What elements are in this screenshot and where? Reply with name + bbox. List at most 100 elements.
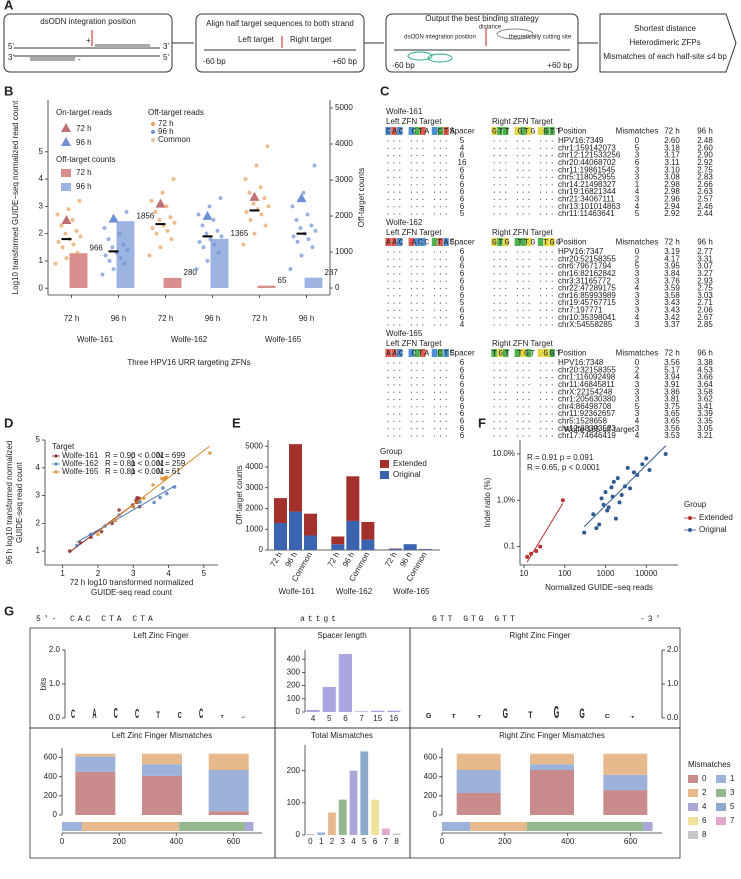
base-box (491, 127, 497, 135)
dot (399, 377, 401, 379)
cell: chr14:21498327 (558, 180, 616, 189)
point (291, 234, 296, 239)
group-label: Wolfe-162 (336, 587, 373, 596)
dot (387, 391, 389, 393)
legend-key (54, 470, 58, 474)
dot (493, 362, 495, 364)
base-box (391, 127, 397, 135)
dot (551, 266, 553, 268)
dot (410, 162, 412, 164)
panel-title: Spacer length (317, 631, 366, 640)
cell: chr16:82162842 (558, 269, 616, 278)
dot (505, 413, 507, 415)
cell: 5.17 (664, 365, 680, 374)
dot (393, 140, 395, 142)
base-box (408, 127, 414, 135)
point (294, 218, 299, 222)
dot (493, 398, 495, 401)
dot (393, 258, 395, 260)
dot (528, 258, 530, 260)
dot (399, 176, 401, 179)
dot (522, 309, 524, 311)
cell: 3 (635, 298, 640, 307)
point (204, 231, 209, 236)
legend-title: On-target reads (56, 108, 112, 117)
dot (499, 251, 501, 253)
dot (410, 428, 412, 430)
point (107, 258, 112, 263)
dot (399, 287, 401, 290)
dot (393, 287, 395, 290)
dot (410, 295, 412, 297)
dot (499, 413, 501, 415)
logo-letter: G (426, 713, 432, 720)
point (313, 228, 318, 233)
dot (393, 384, 395, 386)
logo-letter: C (242, 717, 246, 719)
bar-label: 65 (278, 276, 287, 285)
dot (516, 391, 519, 393)
dot (393, 324, 395, 326)
stat: p < 0.001 (131, 467, 165, 476)
dot (393, 162, 395, 164)
dot (410, 369, 412, 371)
column-header: 96 h (697, 238, 713, 247)
point (625, 465, 630, 470)
dot (387, 420, 389, 422)
point (103, 253, 108, 258)
cell: 1 (635, 180, 640, 189)
cell: 3.81 (664, 395, 680, 404)
dot (439, 309, 441, 311)
y-label: Log10 transformed GUIDE−seq normalized r… (11, 100, 20, 294)
base-box (443, 127, 449, 135)
cell: 3.41 (697, 402, 713, 411)
point (201, 245, 206, 250)
sequence: GTT GTG GTT (432, 615, 518, 624)
dot (445, 287, 447, 290)
dot (422, 162, 424, 164)
point (75, 250, 80, 255)
dot (493, 169, 495, 171)
cell: 3.35 (697, 417, 713, 426)
fit-line (526, 502, 564, 563)
dot (545, 258, 548, 260)
dot (493, 213, 495, 215)
bar (381, 828, 390, 835)
cell: 3.42 (664, 313, 680, 322)
point (64, 256, 69, 261)
dot (545, 140, 548, 142)
legend-key (688, 817, 698, 825)
base-box (491, 238, 497, 246)
dot (387, 377, 389, 379)
dot (528, 428, 530, 430)
legend-label: Extended (699, 513, 733, 522)
dot (399, 406, 401, 408)
dot (445, 420, 447, 422)
dot (499, 147, 501, 149)
y-tick-label: 2000 (245, 504, 263, 513)
bar (530, 764, 574, 771)
dot (387, 317, 389, 319)
dot (499, 273, 501, 275)
dot (516, 176, 519, 179)
sequence: AAC ACC TAC (386, 239, 456, 248)
dot (410, 213, 412, 215)
label: dsODN integration position (40, 17, 136, 26)
dot (516, 377, 519, 379)
bar (75, 756, 116, 772)
point (251, 201, 256, 206)
base-box (385, 238, 391, 246)
dot (410, 198, 412, 200)
point (138, 500, 142, 504)
dot (528, 155, 530, 157)
label: Heterodimeric ZFPs (629, 38, 700, 47)
dot (416, 184, 418, 186)
dot (445, 295, 447, 297)
base-box (397, 127, 403, 135)
bar (456, 792, 501, 815)
y-tick-label: 2 (36, 518, 41, 527)
on-target (249, 191, 260, 201)
label: +60 bp (332, 57, 357, 66)
point (164, 204, 169, 209)
dot (445, 191, 447, 193)
